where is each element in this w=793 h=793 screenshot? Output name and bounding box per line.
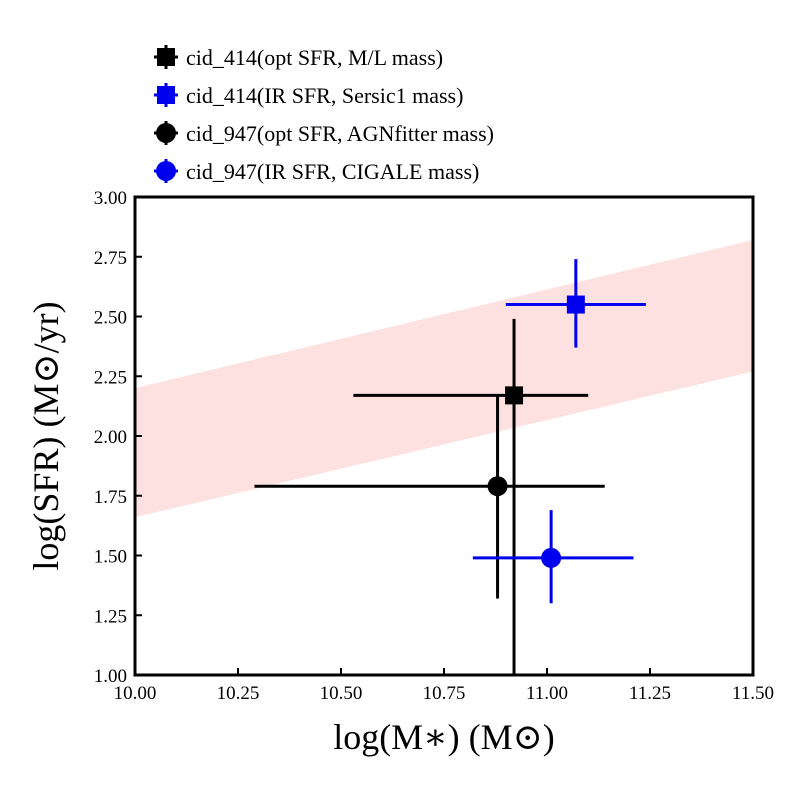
x-tick-label: 11.50 — [732, 683, 774, 704]
series-2-point-group — [254, 395, 605, 599]
series-1-point-group — [505, 259, 646, 348]
legend-entry-2: cid_947(opt SFR, AGNfitter mass) — [154, 121, 494, 146]
legend-1-marker — [157, 86, 175, 104]
x-tick-label: 10.25 — [217, 683, 260, 704]
y-tick-label: 1.00 — [94, 666, 127, 687]
x-tick-label: 10.75 — [423, 683, 466, 704]
y-tick-label: 2.00 — [94, 427, 127, 448]
legend-entry-0: cid_414(opt SFR, M/L mass) — [154, 45, 443, 70]
legend-3-marker — [156, 161, 176, 181]
legend-2-label: cid_947(opt SFR, AGNfitter mass) — [186, 121, 494, 146]
band-layer — [135, 240, 753, 518]
y-tick-label: 2.50 — [94, 308, 127, 329]
x-axis-title: log(M∗) (M⊙) — [333, 717, 555, 757]
ticks-layer: 10.00 10.25 10.50 10.75 11.00 11.25 11.50 1.00 1… — [94, 188, 774, 704]
legend-3-label: cid_947(IR SFR, CIGALE mass) — [186, 159, 479, 184]
series-3-marker — [541, 547, 562, 568]
legend-0-label: cid_414(opt SFR, M/L mass) — [186, 45, 443, 70]
y-tick-label: 2.25 — [94, 367, 127, 388]
legend-entry-3: cid_947(IR SFR, CIGALE mass) — [154, 159, 479, 184]
main-sequence-band — [135, 240, 753, 518]
legend-2-marker — [156, 123, 176, 143]
x-tick-label: 11.00 — [526, 683, 568, 704]
y-tick-label: 3.00 — [94, 188, 127, 209]
y-tick-label: 1.75 — [94, 487, 127, 508]
series-0-marker — [505, 386, 524, 405]
marks-layer — [254, 259, 646, 675]
legend-0-marker — [157, 48, 175, 66]
series-2-marker — [487, 476, 508, 497]
legend-1-label: cid_414(IR SFR, Sersic1 mass) — [186, 83, 463, 108]
y-tick-label: 2.75 — [94, 248, 127, 269]
series-3-point-group — [472, 510, 634, 604]
series-1-marker — [566, 295, 585, 314]
series-0-point-group — [353, 318, 589, 675]
y-axis-title: log(SFR) (M⊙/yr) — [26, 301, 66, 570]
y-tick-label: 1.50 — [94, 547, 127, 568]
y-tick-label: 1.25 — [94, 606, 127, 627]
legend-entry-1: cid_414(IR SFR, Sersic1 mass) — [154, 83, 463, 108]
legend-layer: cid_414(opt SFR, M/L mass) cid_414(IR SFR… — [154, 45, 494, 184]
x-tick-label: 10.00 — [114, 683, 157, 704]
x-tick-label: 11.25 — [629, 683, 671, 704]
x-tick-label: 10.50 — [320, 683, 363, 704]
